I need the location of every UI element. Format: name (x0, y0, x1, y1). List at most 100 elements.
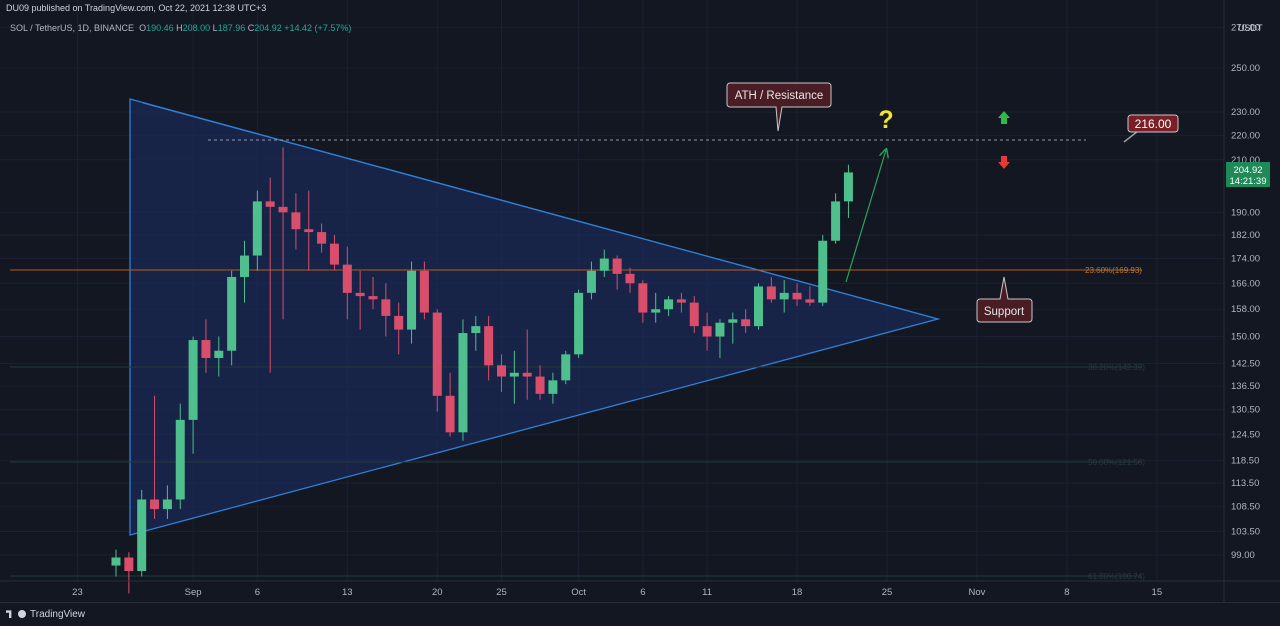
candle-body (612, 258, 622, 274)
candle[interactable] (728, 312, 738, 344)
candle-body (805, 299, 815, 303)
candle[interactable] (111, 549, 121, 577)
candle[interactable] (291, 193, 301, 250)
candle[interactable] (574, 289, 584, 358)
candle[interactable] (317, 223, 327, 253)
candle[interactable] (792, 283, 802, 306)
candle[interactable] (368, 276, 378, 310)
candle[interactable] (458, 319, 468, 441)
candle[interactable] (586, 261, 596, 300)
price-tick-label: 118.50 (1231, 455, 1259, 466)
candle[interactable] (240, 240, 249, 303)
candle[interactable] (741, 309, 751, 334)
candle-body (304, 229, 314, 233)
candle[interactable] (843, 164, 853, 218)
candle[interactable] (509, 350, 519, 404)
candle[interactable] (252, 190, 262, 271)
candle[interactable] (342, 246, 352, 320)
close-value: 204.92 (254, 23, 282, 33)
candle[interactable] (394, 302, 404, 355)
tradingview-brand[interactable]: TradingView (6, 609, 85, 620)
candle[interactable] (265, 177, 275, 373)
candle-body (702, 326, 712, 337)
candle[interactable] (227, 270, 237, 366)
candle[interactable] (522, 329, 532, 400)
candle[interactable] (445, 372, 455, 437)
candle-body (497, 365, 506, 377)
symmetrical-triangle[interactable] (129, 98, 941, 536)
arrow-down-icon (998, 156, 1010, 169)
candle-body (432, 312, 442, 396)
candle[interactable] (355, 270, 365, 330)
candle[interactable] (419, 261, 429, 320)
candle[interactable] (188, 336, 198, 454)
candle[interactable] (432, 309, 442, 412)
publisher-line: DU09 published on TradingView.com, Oct 2… (6, 3, 267, 13)
candle-body (150, 499, 160, 510)
candle[interactable] (766, 276, 776, 303)
candle-body (368, 296, 378, 300)
candle[interactable] (676, 292, 686, 313)
candle[interactable] (561, 350, 571, 385)
candle[interactable] (497, 354, 506, 392)
candle-body (291, 212, 301, 230)
projection-arrow[interactable] (845, 150, 886, 283)
last-price-badge[interactable] (1226, 162, 1270, 187)
candle-body (779, 292, 789, 300)
candle[interactable] (484, 315, 494, 381)
symbol-legend: SOL / TetherUS, 1D, BINANCE O190.46 H208… (10, 23, 351, 33)
candle[interactable] (715, 319, 725, 358)
candle[interactable] (689, 296, 699, 334)
candle[interactable] (818, 234, 828, 306)
candle[interactable] (664, 296, 674, 316)
price-tick-label: 136.50 (1231, 381, 1260, 392)
candle-body (188, 340, 198, 420)
candle-body (458, 333, 468, 433)
triangle-upper-trendline[interactable] (142, 102, 939, 320)
candle[interactable] (381, 283, 391, 337)
candle[interactable] (702, 312, 712, 351)
candle[interactable] (150, 395, 160, 519)
candle[interactable] (407, 261, 417, 344)
low-value: 187.96 (217, 23, 246, 33)
candle[interactable] (137, 490, 147, 577)
candle-body (419, 270, 429, 313)
time-axis[interactable]: 23 Sep 6 13 20 25 Oct 6 11 18 25 Nov 8 15 (72, 587, 1162, 598)
candle[interactable] (754, 283, 763, 330)
candle-body (548, 380, 558, 394)
candle[interactable] (638, 280, 648, 323)
ath-resistance-callout[interactable]: ATH / Resistance (726, 82, 832, 132)
support-label: Support (984, 306, 1025, 318)
price-tick-label: 108.50 (1231, 502, 1260, 513)
candle[interactable] (214, 336, 224, 377)
candle[interactable] (278, 147, 288, 320)
candle[interactable] (175, 403, 185, 510)
candle[interactable] (304, 190, 314, 271)
time-tick-label: 11 (702, 587, 712, 598)
candle[interactable] (779, 280, 789, 313)
candle[interactable] (599, 249, 609, 277)
low-label: L (212, 23, 218, 33)
candle[interactable] (124, 552, 134, 594)
candle[interactable] (471, 315, 481, 351)
candle[interactable] (535, 365, 545, 400)
candle[interactable] (831, 193, 841, 244)
price-axis[interactable]: 270.00 250.00 230.00 220.00 210.00 190.00 182.… (1231, 23, 1260, 561)
brand-label: TradingView (30, 609, 86, 620)
candle[interactable] (651, 292, 661, 323)
candle[interactable] (625, 267, 635, 293)
support-callout[interactable]: Support (976, 276, 1033, 323)
price-tick-label: 99.00 (1231, 550, 1255, 561)
candle[interactable] (805, 286, 815, 306)
candle-body (355, 292, 365, 297)
candle[interactable] (201, 319, 211, 373)
candle-body (329, 243, 339, 265)
candle[interactable] (162, 485, 172, 519)
price-target-callout[interactable]: 216.00 (1123, 114, 1179, 143)
candle[interactable] (329, 234, 339, 271)
candle[interactable] (612, 255, 622, 290)
candle[interactable] (548, 372, 558, 404)
candle-body (638, 283, 648, 313)
candle-body (574, 292, 584, 355)
